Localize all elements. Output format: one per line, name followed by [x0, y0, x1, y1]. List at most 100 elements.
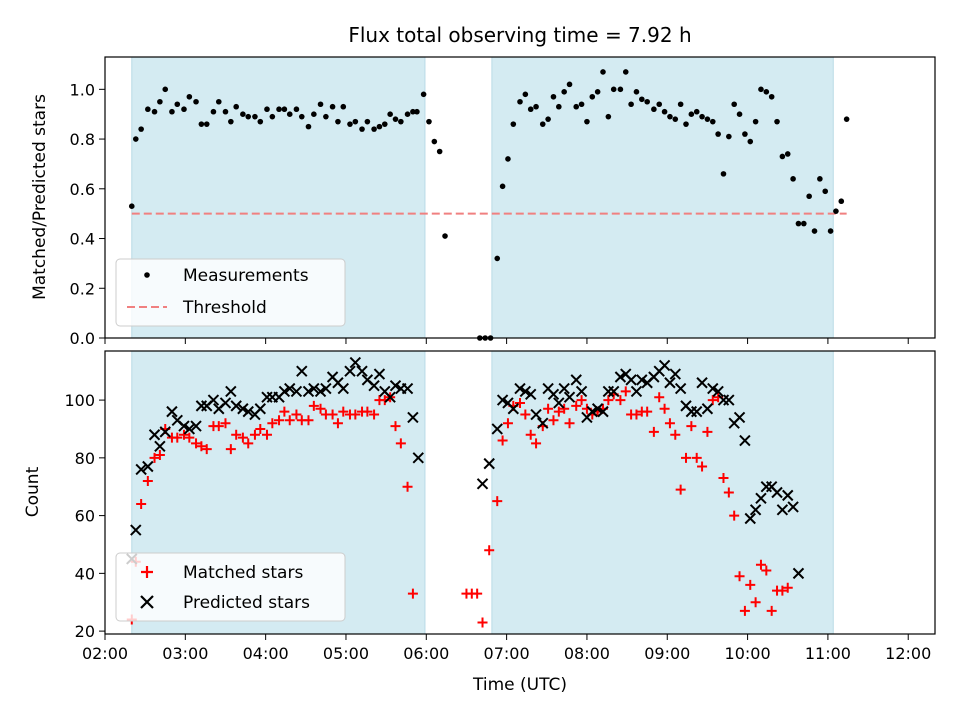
measurement-point — [566, 81, 573, 88]
measurement-point — [151, 108, 158, 115]
measurement-point — [731, 101, 737, 108]
predicted-star-point — [519, 385, 532, 398]
measurement-point — [806, 193, 812, 200]
measurement-point — [517, 98, 523, 105]
measurement-point — [622, 69, 629, 75]
ratio-y-tick-label: 0.2 — [70, 279, 95, 298]
measurement-point — [617, 86, 624, 93]
predicted-star-point — [166, 405, 178, 418]
predicted-star-point — [242, 405, 254, 418]
measurement-point — [556, 103, 562, 110]
ratio-y-tick-label: 0.0 — [70, 329, 95, 348]
ratio-y-axis-label: Matched/Predicted stars — [30, 94, 50, 300]
predicted-star-point — [178, 420, 190, 432]
measurement-point — [436, 148, 443, 155]
ratio-y-tick-label: 0.4 — [70, 230, 95, 249]
predicted-star-point — [290, 385, 303, 398]
measurement-point — [371, 126, 377, 132]
matched-star-point — [777, 585, 788, 596]
ratio-legend: Measurements Threshold — [115, 258, 346, 327]
predicted-star-point — [183, 423, 196, 435]
measurement-point — [128, 203, 135, 210]
predicted-star-point — [570, 374, 582, 386]
predicted-star-point — [407, 411, 419, 424]
matched-star-point — [659, 403, 670, 414]
matched-star-point — [681, 452, 691, 463]
matched-star-point — [497, 435, 508, 446]
measurement-point — [677, 101, 684, 108]
measurement-point — [317, 101, 324, 108]
matched-star-point — [670, 429, 681, 440]
predicted-star-point — [337, 382, 349, 395]
measurement-point — [181, 106, 187, 113]
predicted-star-point — [320, 382, 332, 395]
matched-star-point — [477, 617, 488, 628]
matched-star-point — [350, 409, 361, 420]
count-y-tick-label: 100 — [64, 391, 95, 410]
measurement-point — [522, 91, 529, 98]
predicted-star-point — [356, 365, 368, 377]
matched-star-point — [691, 452, 702, 463]
x-tick-label: 06:00 — [403, 644, 449, 663]
matched-star-point — [303, 415, 314, 426]
measurement-point — [169, 108, 175, 115]
x-tick-label: 11:00 — [805, 644, 851, 663]
legend-measurements-marker — [144, 272, 150, 278]
count-y-axis-label: Count — [23, 466, 43, 517]
matched-star-point — [279, 406, 290, 417]
predicted-star-point — [614, 371, 627, 383]
matched-star-point — [308, 400, 319, 411]
measurement-point — [392, 116, 399, 122]
ratio-y-ticks: 0.0 0.2 0.4 0.6 0.8 1.0 — [70, 80, 105, 348]
predicted-star-point — [733, 411, 746, 424]
predicted-star-point — [792, 567, 805, 580]
measurement-point — [162, 86, 169, 93]
count-y-tick-label: 40 — [75, 564, 95, 583]
predicted-star-point — [530, 408, 542, 421]
measurement-point — [398, 118, 404, 125]
predicted-star-point — [547, 388, 560, 401]
measurement-point — [381, 121, 388, 127]
count-points — [126, 356, 805, 628]
count-legend-box — [115, 552, 346, 622]
count-x-ticks: 02:00 03:00 04:00 05:00 06:00 07:00 08:00 09:00… — [82, 634, 931, 663]
ratio-x-ticks — [104, 338, 909, 344]
predicted-star-point — [608, 385, 620, 398]
predicted-star-point — [537, 417, 549, 429]
measurement-point — [795, 220, 802, 227]
measurement-point — [709, 118, 716, 125]
predicted-star-point — [314, 385, 327, 398]
measurement-point — [347, 121, 353, 127]
matched-star-point — [472, 588, 483, 599]
predicted-star-point — [507, 403, 520, 415]
predicted-star-point — [491, 423, 503, 435]
predicted-star-point — [230, 400, 242, 412]
measurement-point — [298, 113, 305, 120]
measurement-point — [215, 98, 222, 105]
measurement-point — [589, 93, 596, 100]
ratio-shaded-region — [491, 57, 834, 338]
figure-title: Flux total observing time = 7.92 h — [348, 23, 691, 47]
x-tick-label: 03:00 — [162, 644, 208, 663]
measurement-point — [157, 98, 163, 105]
predicted-star-point — [412, 452, 424, 464]
count-panel: 20 40 60 80 100 02:00 03:00 04:00 05:00 06:00 07:… — [23, 350, 936, 663]
x-axis-label: Time (UTC) — [472, 675, 567, 695]
predicted-star-point — [701, 403, 714, 415]
matched-star-point — [267, 418, 278, 429]
measurement-point — [376, 123, 383, 130]
matched-star-point — [191, 438, 202, 449]
matched-star-point — [291, 409, 302, 420]
predicted-star-point — [476, 478, 489, 490]
predicted-star-point — [664, 377, 676, 389]
predicted-star-point — [190, 420, 202, 432]
matched-star-point — [231, 429, 242, 440]
measurement-point — [768, 93, 775, 100]
predicted-star-point — [636, 374, 648, 386]
matched-star-point — [553, 406, 564, 417]
measurement-point — [610, 86, 617, 93]
predicted-star-point — [514, 382, 526, 395]
matched-star-point — [172, 432, 183, 443]
ratio-y-tick-label: 0.8 — [70, 130, 95, 149]
measurement-point — [758, 86, 764, 93]
